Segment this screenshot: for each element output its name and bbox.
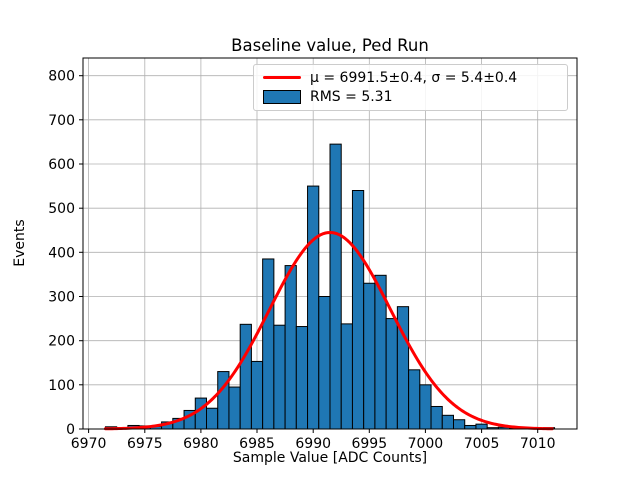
histogram-bar	[239, 323, 252, 430]
histogram-bar	[408, 369, 421, 430]
x-tick-label: 6995	[351, 436, 387, 452]
y-tick-label: 0	[66, 422, 75, 438]
histogram-bar	[351, 190, 365, 430]
histogram-bar	[250, 360, 264, 430]
y-tick-label: 800	[48, 69, 75, 85]
gaussian-fit-curve	[103, 230, 554, 431]
histogram-bar	[464, 424, 477, 430]
legend-entry-hist: RMS = 5.31	[263, 89, 558, 105]
chart-title: Baseline value, Ped Run	[231, 36, 429, 55]
legend: μ = 6991.5±0.4, σ = 5.4±0.4 RMS = 5.31	[253, 64, 568, 111]
histogram-bar	[262, 258, 275, 430]
histogram-bar	[284, 265, 297, 430]
x-axis: 6970 6975 6980 6985 6990 6995 7000 7005 7010	[71, 429, 556, 452]
histogram-bar	[363, 282, 376, 430]
x-tick-label: 7000	[408, 436, 444, 452]
histogram-bar	[206, 407, 219, 430]
y-axis-label: Events	[12, 219, 28, 266]
histogram-bar	[475, 423, 488, 430]
histogram-bar	[385, 318, 398, 430]
legend-patch-sample	[263, 90, 301, 105]
x-tick-label: 6990	[295, 436, 331, 452]
y-tick-label: 300	[48, 290, 75, 306]
y-tick-label: 500	[48, 201, 75, 217]
histogram-bar	[295, 326, 309, 430]
histogram-bar	[430, 405, 443, 430]
legend-line-sample	[263, 76, 301, 80]
histogram-bar	[318, 296, 331, 430]
x-tick-label: 6970	[71, 436, 107, 452]
y-tick-label: 200	[48, 334, 75, 350]
histogram-bar	[453, 419, 466, 430]
y-tick-label: 400	[48, 245, 75, 261]
x-tick-label: 7010	[520, 436, 556, 452]
histogram-bar	[419, 384, 432, 430]
plot-border	[82, 57, 578, 430]
x-tick-label: 6980	[183, 436, 219, 452]
histogram-bar	[329, 143, 342, 430]
x-tick-label: 7005	[464, 436, 500, 452]
x-tick-label: 6985	[239, 436, 275, 452]
legend-hist-label: RMS = 5.31	[310, 89, 393, 106]
histogram-bar	[194, 397, 208, 430]
bars-layer	[104, 143, 556, 430]
y-tick-label: 700	[48, 113, 75, 129]
histogram-bar	[441, 414, 454, 430]
legend-fit-label: μ = 6991.5±0.4, σ = 5.4±0.4	[310, 69, 518, 86]
legend-entry-fit: μ = 6991.5±0.4, σ = 5.4±0.4	[263, 70, 558, 86]
histogram-bar	[273, 324, 286, 430]
x-axis-label: Sample Value [ADC Counts]	[233, 450, 427, 466]
histogram-bar	[340, 323, 353, 430]
y-tick-label: 600	[48, 157, 75, 173]
x-tick-label: 6975	[127, 436, 163, 452]
histogram-bar	[307, 185, 320, 430]
histogram-bar	[228, 386, 241, 430]
y-axis: 0 100 200 300 400 500 600 700 800	[48, 69, 83, 438]
y-tick-label: 100	[48, 378, 75, 394]
